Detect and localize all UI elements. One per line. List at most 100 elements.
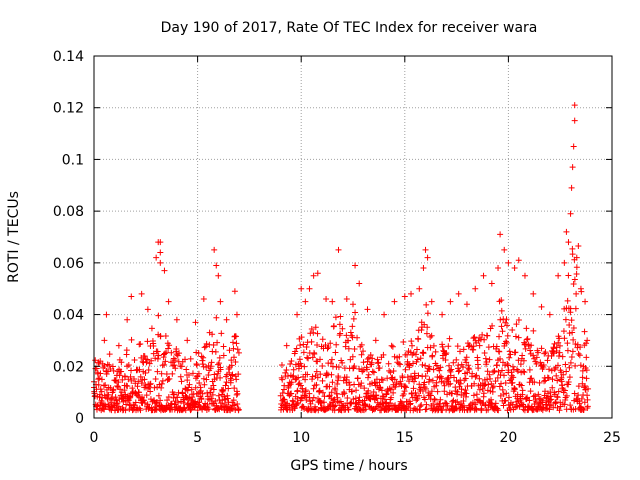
data-point [200, 354, 207, 361]
data-point [124, 383, 131, 390]
data-point [454, 388, 461, 395]
data-point [498, 380, 505, 387]
data-point [157, 239, 164, 246]
data-point [387, 386, 394, 393]
data-point [364, 356, 371, 363]
data-point [578, 395, 585, 402]
chart-title: Day 190 of 2017, Rate Of TEC Index for r… [161, 20, 538, 36]
data-point [132, 399, 139, 406]
data-point [105, 391, 112, 398]
data-point [117, 386, 124, 393]
data-point [475, 365, 482, 372]
data-point [293, 400, 300, 407]
data-point [210, 386, 217, 393]
data-point [110, 386, 117, 393]
data-point [411, 370, 418, 377]
data-point [482, 401, 489, 408]
data-point [528, 342, 535, 349]
data-point [346, 382, 353, 389]
data-point [390, 367, 397, 374]
data-point [509, 379, 516, 386]
data-point [147, 380, 154, 387]
data-point [424, 324, 431, 331]
data-point [549, 384, 556, 391]
data-point [365, 374, 372, 381]
data-point [147, 388, 154, 395]
data-point [511, 385, 518, 392]
data-point [429, 352, 436, 359]
data-point [433, 379, 440, 386]
data-point [316, 387, 323, 394]
data-point [147, 396, 154, 403]
data-point [372, 337, 379, 344]
data-point [210, 342, 217, 349]
data-point [577, 362, 584, 369]
data-point [104, 361, 111, 368]
data-point [565, 239, 572, 246]
data-point [575, 350, 582, 357]
data-point [343, 296, 350, 303]
data-point [502, 338, 509, 345]
data-point [408, 373, 415, 380]
data-point [187, 407, 194, 414]
data-point [569, 329, 576, 336]
data-point [404, 351, 411, 358]
data-point [562, 316, 569, 323]
data-point [366, 403, 373, 410]
data-point [569, 348, 576, 355]
data-point [216, 360, 223, 367]
data-point [556, 349, 563, 356]
data-point [561, 335, 568, 342]
data-point [182, 356, 189, 363]
data-point [397, 361, 404, 368]
data-point [212, 398, 219, 405]
data-point [576, 352, 583, 359]
data-point [476, 342, 483, 349]
data-point [154, 368, 161, 375]
data-point [456, 348, 463, 355]
data-point [388, 342, 395, 349]
data-point [583, 354, 590, 361]
data-point [183, 366, 190, 373]
data-point [207, 363, 214, 370]
data-point [430, 366, 437, 373]
data-point [299, 403, 306, 410]
data-point [196, 380, 203, 387]
data-point [410, 385, 417, 392]
data-point [343, 374, 350, 381]
data-point [420, 350, 427, 357]
data-point [283, 342, 290, 349]
data-point [401, 293, 408, 300]
data-point [481, 350, 488, 357]
data-point [193, 362, 200, 369]
data-point [148, 357, 155, 364]
data-point [122, 407, 129, 414]
data-point [554, 394, 561, 401]
data-point [339, 359, 346, 366]
data-point [450, 359, 457, 366]
data-point [184, 377, 191, 384]
data-point [498, 307, 505, 314]
data-point [499, 328, 506, 335]
data-point [106, 362, 113, 369]
data-point [128, 336, 135, 343]
y-axis-ticks: 0 0.02 0.04 0.06 0.08 0.1 0.12 0.14 [53, 49, 612, 427]
data-point [480, 390, 487, 397]
data-point [124, 397, 131, 404]
data-point [457, 380, 464, 387]
data-point [473, 372, 480, 379]
data-point [230, 354, 237, 361]
data-point [360, 367, 367, 374]
data-point [446, 335, 453, 342]
data-point [549, 376, 556, 383]
data-point [141, 399, 148, 406]
data-point [314, 342, 321, 349]
data-point [115, 342, 122, 349]
data-point [326, 383, 333, 390]
data-point [231, 385, 238, 392]
data-point [212, 348, 219, 355]
data-point [332, 314, 339, 321]
data-point [326, 392, 333, 399]
data-point [530, 327, 537, 334]
